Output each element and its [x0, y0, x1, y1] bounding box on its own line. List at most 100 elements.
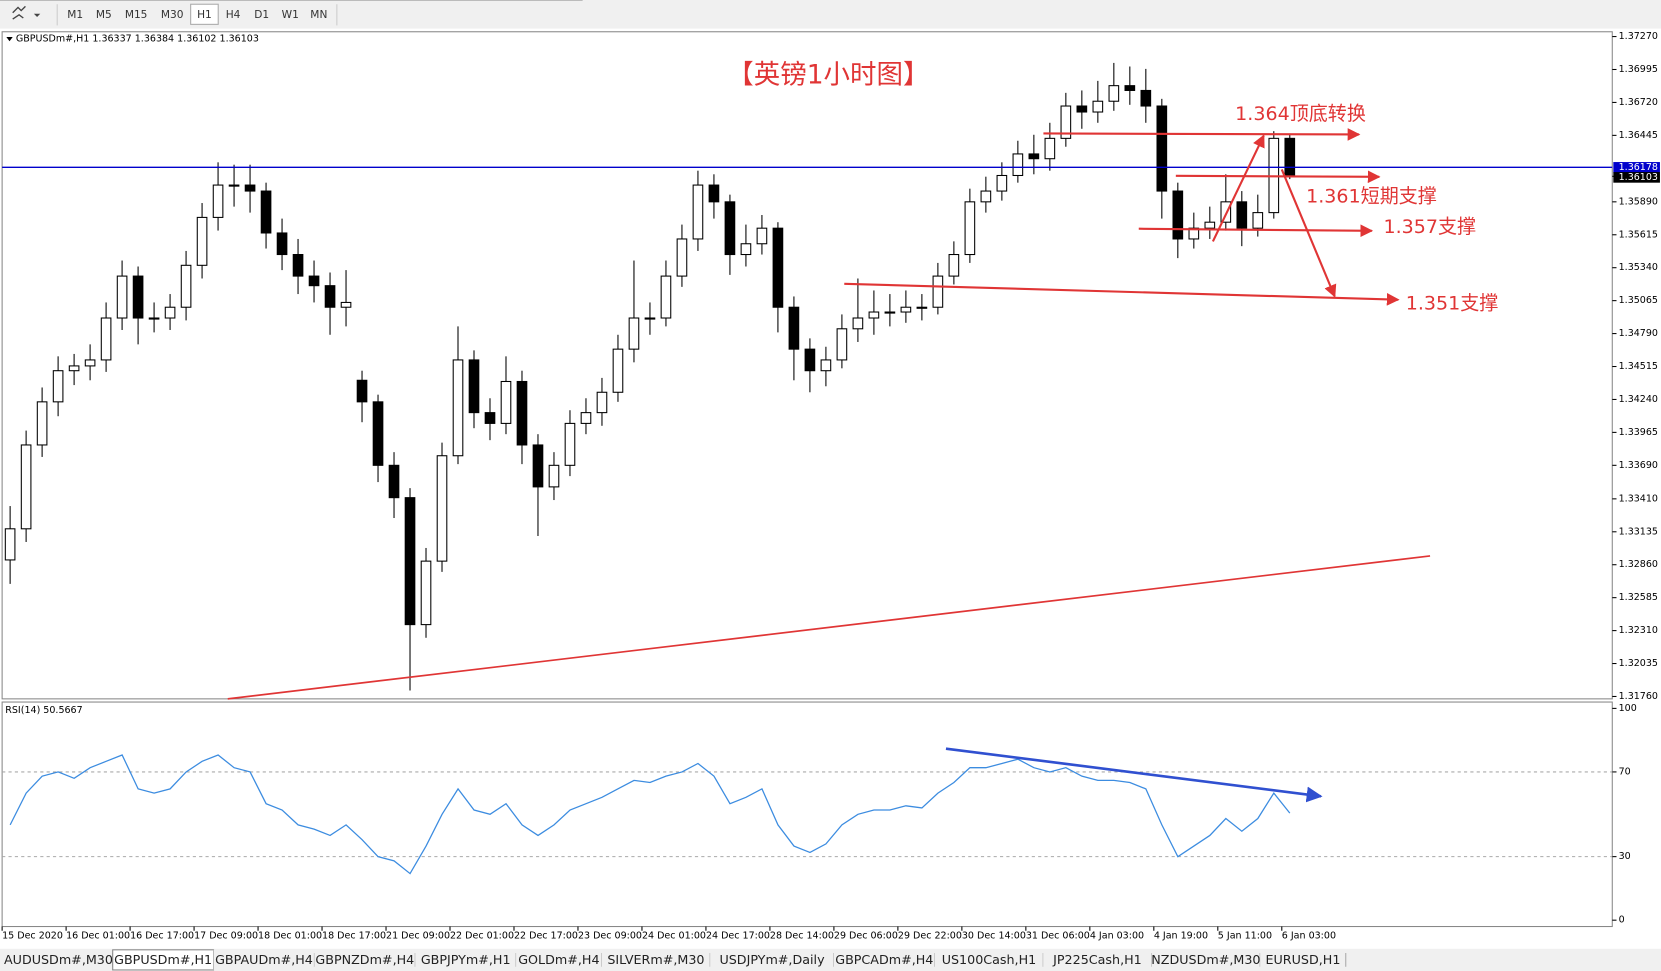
candle-body	[948, 254, 960, 277]
header-arrow	[6, 37, 13, 42]
candle-body	[660, 275, 672, 319]
x-tick-label: 30 Dec 14:00	[962, 931, 1026, 942]
candle-body	[372, 401, 384, 466]
y-tick-label: 1.35065	[1619, 295, 1658, 306]
tab-label[interactable]: GBPUSDm#,H1	[114, 952, 212, 967]
y-tick-label: 1.34790	[1619, 328, 1658, 339]
candle-body	[532, 444, 544, 488]
toolbar-button[interactable]: M5	[96, 9, 112, 21]
tab-label[interactable]: JP225Cash,H1	[1052, 952, 1142, 967]
toolbar-button[interactable]: D1	[254, 9, 269, 21]
y-tick-label: 1.33410	[1619, 493, 1658, 504]
tab[interactable]	[314, 949, 416, 970]
candle-body	[420, 560, 432, 626]
y-tick-label: 1.36720	[1619, 97, 1658, 108]
candle-body	[148, 317, 160, 320]
candle-body	[100, 317, 112, 361]
tab[interactable]	[1043, 949, 1152, 970]
tab-label[interactable]: US100Cash,H1	[942, 952, 1037, 967]
level-arrow	[844, 282, 1400, 306]
candle-body	[756, 227, 768, 245]
move-arrow	[1211, 134, 1265, 242]
toolbar-button[interactable]: W1	[282, 9, 299, 21]
x-tick-label: 24 Dec 17:00	[706, 931, 770, 942]
tab-label[interactable]: EURUSD,H1	[1266, 952, 1341, 967]
candle-body	[1284, 137, 1296, 178]
candle-body	[84, 359, 96, 367]
tab-label[interactable]: SILVERm#,M30	[607, 952, 704, 967]
tab[interactable]	[833, 949, 935, 970]
toolbar-icon[interactable]	[12, 5, 41, 20]
toolbar-button[interactable]: MN	[310, 9, 327, 21]
rsi-line	[9, 754, 1291, 875]
tab-label[interactable]: GBPJPYm#,H1	[421, 952, 511, 967]
toolbar-button[interactable]: M30	[161, 9, 184, 21]
tab-label[interactable]: USDJPYm#,Daily	[719, 952, 825, 967]
tab[interactable]	[213, 949, 315, 970]
y-tick-label: 1.32585	[1619, 592, 1658, 603]
y-tick-label: 1.35615	[1619, 229, 1658, 240]
candle-body	[324, 285, 336, 308]
y-tick-label: 1.32310	[1619, 625, 1658, 636]
x-tick-label: 16 Dec 17:00	[130, 931, 194, 942]
tab-label[interactable]: GBPNZDm#,H4	[315, 952, 414, 967]
candle-body	[1204, 221, 1216, 229]
rsi-divergence-arrow	[945, 747, 1323, 803]
x-tick-label: 24 Dec 01:00	[642, 931, 706, 942]
candle-body	[1108, 85, 1120, 102]
candle-body	[1092, 100, 1104, 113]
candle-body	[68, 365, 80, 372]
tab[interactable]	[934, 949, 1044, 970]
x-tick-label: 18 Dec 01:00	[258, 931, 322, 942]
candle-body	[436, 455, 448, 562]
candle-body	[612, 348, 624, 393]
tab-label[interactable]: GBPCADm#,H4	[835, 952, 933, 967]
candle-body	[1060, 105, 1072, 139]
toolbar-button[interactable]: M1	[67, 9, 83, 21]
last-price-label: 1.36103	[1619, 172, 1658, 183]
candle-body	[564, 422, 576, 466]
candle-body	[932, 275, 944, 308]
tab[interactable]	[1260, 949, 1346, 970]
candle-body	[196, 216, 208, 266]
tab-label[interactable]: GOLDm#,H4	[518, 952, 599, 967]
y-tick-label: 1.37270	[1619, 31, 1658, 42]
x-tick-label: 5 Jan 11:00	[1218, 931, 1272, 942]
y-tick-label: 1.34240	[1619, 394, 1658, 405]
annotation: 1.361短期支撑	[1306, 185, 1437, 207]
candle-body	[1012, 153, 1024, 177]
tab-label[interactable]: NZDUSDm#,M30	[1151, 952, 1260, 967]
candle-body	[644, 317, 656, 320]
y-tick-label: 1.31760	[1619, 691, 1658, 702]
tab[interactable]	[4, 949, 113, 970]
tab-label[interactable]: AUDUSDm#,M30	[4, 952, 113, 967]
tab[interactable]	[710, 949, 834, 970]
toolbar-button[interactable]: H4	[226, 9, 241, 21]
x-tick-label: 23 Dec 09:00	[578, 931, 642, 942]
y-tick-label: 1.34515	[1619, 361, 1658, 372]
tab-label[interactable]: GBPAUDm#,H4	[215, 952, 313, 967]
toolbar-button[interactable]: H1	[197, 9, 212, 21]
level-arrow	[1043, 128, 1361, 141]
candle-body	[212, 184, 224, 218]
candle-body	[228, 184, 240, 187]
x-tick-label: 6 Jan 03:00	[1282, 931, 1336, 942]
x-tick-label: 31 Dec 06:00	[1026, 931, 1090, 942]
candle-body	[20, 444, 32, 530]
candle-body	[340, 301, 352, 308]
tab[interactable]	[415, 949, 517, 970]
tab[interactable]	[516, 949, 602, 970]
x-tick-label: 29 Dec 06:00	[834, 931, 898, 942]
x-tick-label: 4 Jan 03:00	[1090, 931, 1144, 942]
toolbar-button-active	[190, 3, 219, 25]
tab[interactable]	[1151, 949, 1261, 970]
tab[interactable]	[601, 949, 711, 970]
move-arrow	[1280, 169, 1337, 298]
toolbar-button[interactable]: M15	[125, 9, 148, 21]
candle-body	[180, 264, 192, 308]
candle-body	[900, 306, 912, 313]
candle-body	[452, 359, 464, 457]
